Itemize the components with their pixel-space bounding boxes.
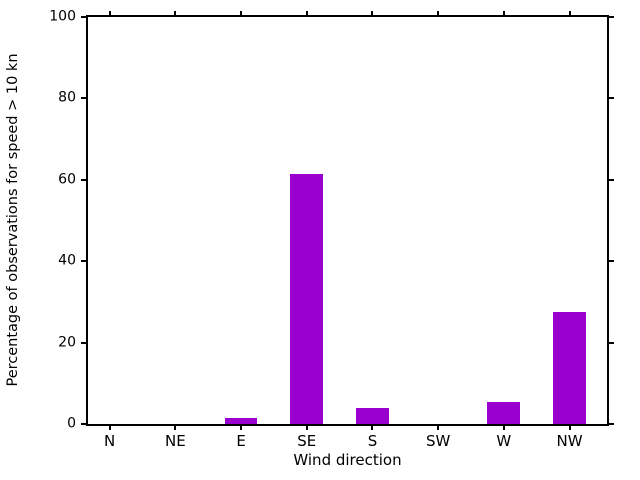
x-tick-top-e xyxy=(240,11,243,17)
y-axis-label: Percentage of observations for speed > 1… xyxy=(5,53,22,387)
x-axis-label: Wind direction xyxy=(293,451,402,469)
x-tick-sw xyxy=(437,424,440,430)
y-tick-100 xyxy=(81,16,88,18)
x-tick-label-e: E xyxy=(236,432,246,450)
x-tick-label-n: N xyxy=(104,432,116,450)
x-tick-se xyxy=(305,424,308,430)
y-tick-20 xyxy=(81,341,88,344)
y-tick-right-0 xyxy=(607,423,614,425)
bar-w xyxy=(487,402,521,424)
x-tick-top-se xyxy=(305,11,308,17)
x-tick-label-nw: NW xyxy=(556,432,583,450)
x-tick-label-se: SE xyxy=(297,432,317,450)
y-tick-right-40 xyxy=(607,260,614,263)
plot-area: N NE E SE S SW W NW 0 20 40 60 80 100 xyxy=(49,8,614,449)
y-tick-label-0: 0 xyxy=(67,415,76,432)
bar-s xyxy=(356,407,389,424)
x-tick-nw xyxy=(568,424,571,430)
x-tick-label-sw: SW xyxy=(425,432,451,450)
x-tick-ne xyxy=(174,424,177,430)
y-tick-right-80 xyxy=(607,97,614,100)
x-tick-s xyxy=(371,424,374,430)
y-tick-80 xyxy=(81,97,88,100)
x-tick-top-ne xyxy=(174,11,177,17)
bar-se xyxy=(290,173,324,424)
x-tick-top-nw xyxy=(568,11,571,17)
x-tick-top-n xyxy=(108,11,111,17)
x-tick-e xyxy=(240,424,243,430)
y-tick-right-20 xyxy=(607,341,614,344)
bar-nw xyxy=(553,312,586,424)
x-tick-n xyxy=(108,424,111,430)
x-tick-top-sw xyxy=(437,11,440,17)
x-tick-top-s xyxy=(371,11,374,17)
y-tick-label-80: 80 xyxy=(58,89,76,106)
y-tick-label-40: 40 xyxy=(58,252,76,269)
x-tick-top-w xyxy=(502,11,505,17)
x-tick-label-ne: NE xyxy=(165,432,186,450)
x-tick-label-w: W xyxy=(496,432,512,450)
y-tick-40 xyxy=(81,260,88,263)
bar-e xyxy=(224,417,258,424)
x-tick-label-s: S xyxy=(367,432,378,450)
y-tick-right-100 xyxy=(607,16,614,18)
y-tick-label-20: 20 xyxy=(58,333,76,350)
x-tick-w xyxy=(502,424,505,430)
y-tick-label-100: 100 xyxy=(49,8,76,25)
y-tick-label-60: 60 xyxy=(58,171,76,188)
y-tick-60 xyxy=(81,178,88,181)
y-tick-right-60 xyxy=(607,178,614,181)
y-tick-0 xyxy=(81,423,88,425)
